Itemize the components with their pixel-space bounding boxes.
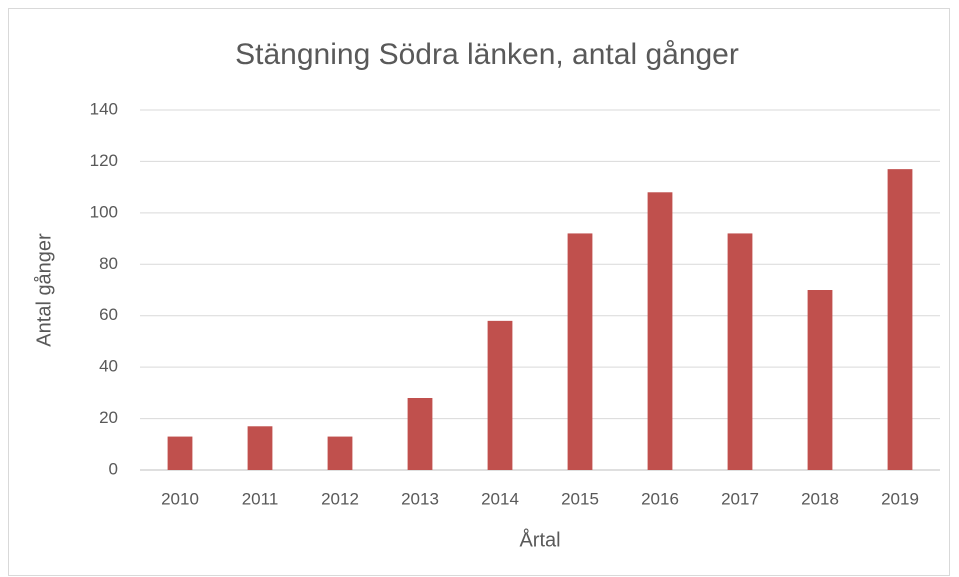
chart-title: Stängning Södra länken, antal gånger [235, 38, 739, 71]
x-tick-label: 2013 [401, 489, 439, 508]
y-tick-label: 0 [109, 459, 118, 478]
x-axis-title: Årtal [519, 528, 560, 551]
y-tick-label: 140 [90, 99, 118, 118]
y-tick-label: 60 [99, 305, 118, 324]
x-tick-label: 2014 [481, 489, 519, 508]
x-tick-label: 2011 [242, 489, 279, 508]
x-tick-label: 2012 [321, 489, 359, 508]
bar [807, 290, 833, 470]
y-tick-label: 80 [99, 254, 118, 273]
chart-border [8, 8, 950, 576]
y-tick-label: 100 [90, 202, 118, 221]
x-tick-label: 2016 [641, 489, 679, 508]
bar [327, 436, 353, 470]
bar [727, 233, 753, 470]
bar [887, 169, 913, 470]
x-tick-label: 2010 [161, 489, 199, 508]
x-tick-label: 2017 [721, 489, 759, 508]
y-axis-title: Antal gånger [33, 233, 55, 347]
y-tick-label: 120 [90, 151, 118, 170]
bar [567, 233, 593, 470]
x-tick-label: 2015 [561, 489, 599, 508]
bar [167, 436, 193, 470]
bar [487, 320, 513, 470]
bar [247, 426, 273, 470]
bar [647, 192, 673, 471]
x-tick-label: 2019 [881, 489, 919, 508]
y-tick-label: 40 [99, 357, 118, 376]
bar [407, 398, 433, 470]
x-tick-label: 2018 [801, 489, 839, 508]
y-tick-label: 20 [99, 408, 118, 427]
